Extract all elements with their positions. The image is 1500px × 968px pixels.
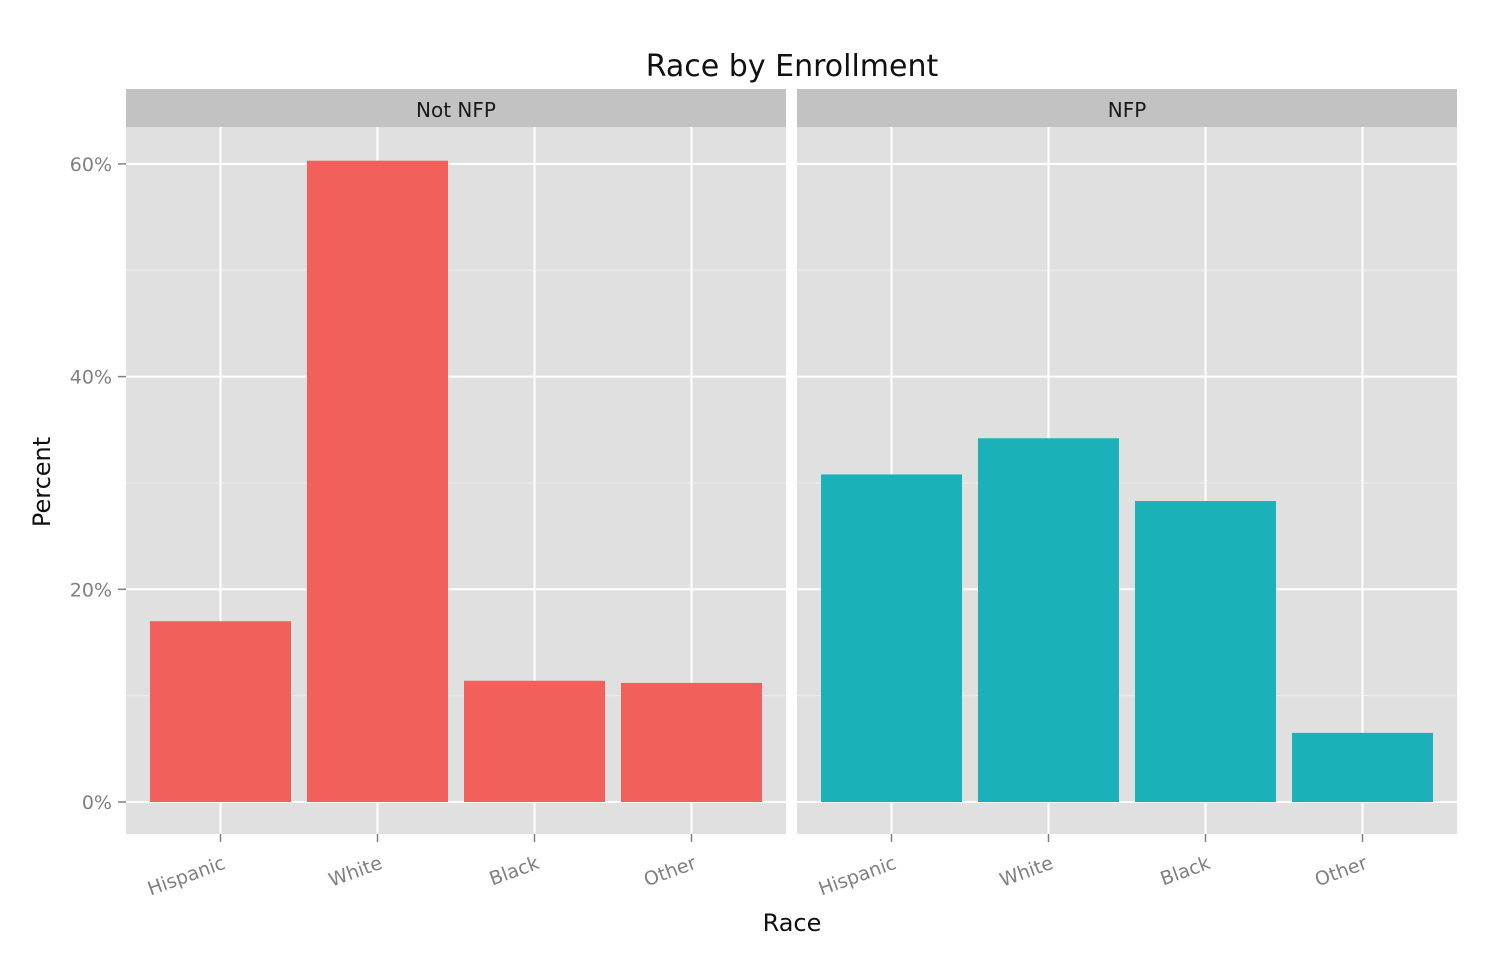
bar-hispanic xyxy=(150,621,291,802)
x-tick-label: Hispanic xyxy=(816,852,900,900)
bar-other xyxy=(621,682,762,802)
bar-white xyxy=(307,160,448,803)
x-tick-label: Other xyxy=(1312,852,1370,891)
y-axis-title: Percent xyxy=(28,437,56,527)
x-tick-label: White xyxy=(326,852,385,892)
facet-strip-background xyxy=(797,89,1457,127)
facet-strip-label: Not NFP xyxy=(416,98,496,122)
bar-other xyxy=(1292,732,1433,802)
facet-panel-1: Not NFP Hispanic White Black Other xyxy=(126,89,786,900)
facet-panels: Not NFP Hispanic White Black Other NFP Hispani… xyxy=(126,89,1457,900)
x-tick-label: Hispanic xyxy=(145,852,229,900)
y-tick-label: 20% xyxy=(70,579,112,601)
facet-strip-background xyxy=(126,89,786,127)
x-tick-label: White xyxy=(997,852,1056,892)
chart-title: Race by Enrollment xyxy=(646,49,939,84)
x-tick-label: Other xyxy=(641,852,699,891)
x-axis-title: Race xyxy=(763,909,822,937)
y-tick-label: 60% xyxy=(70,154,112,176)
bar-white xyxy=(978,438,1119,802)
bar-hispanic xyxy=(821,474,962,802)
x-tick-label: Black xyxy=(1157,852,1213,890)
y-tick-label: 40% xyxy=(70,367,112,389)
bar-black xyxy=(464,680,605,802)
x-tick-label: Black xyxy=(486,852,542,890)
bar-black xyxy=(1135,501,1276,802)
facet-panel-2: NFP Hispanic White Black Other xyxy=(797,89,1457,900)
y-axis: 0% 20% 40% 60% xyxy=(70,154,126,814)
facet-strip-label: NFP xyxy=(1108,98,1147,122)
y-tick-label: 0% xyxy=(82,792,112,814)
